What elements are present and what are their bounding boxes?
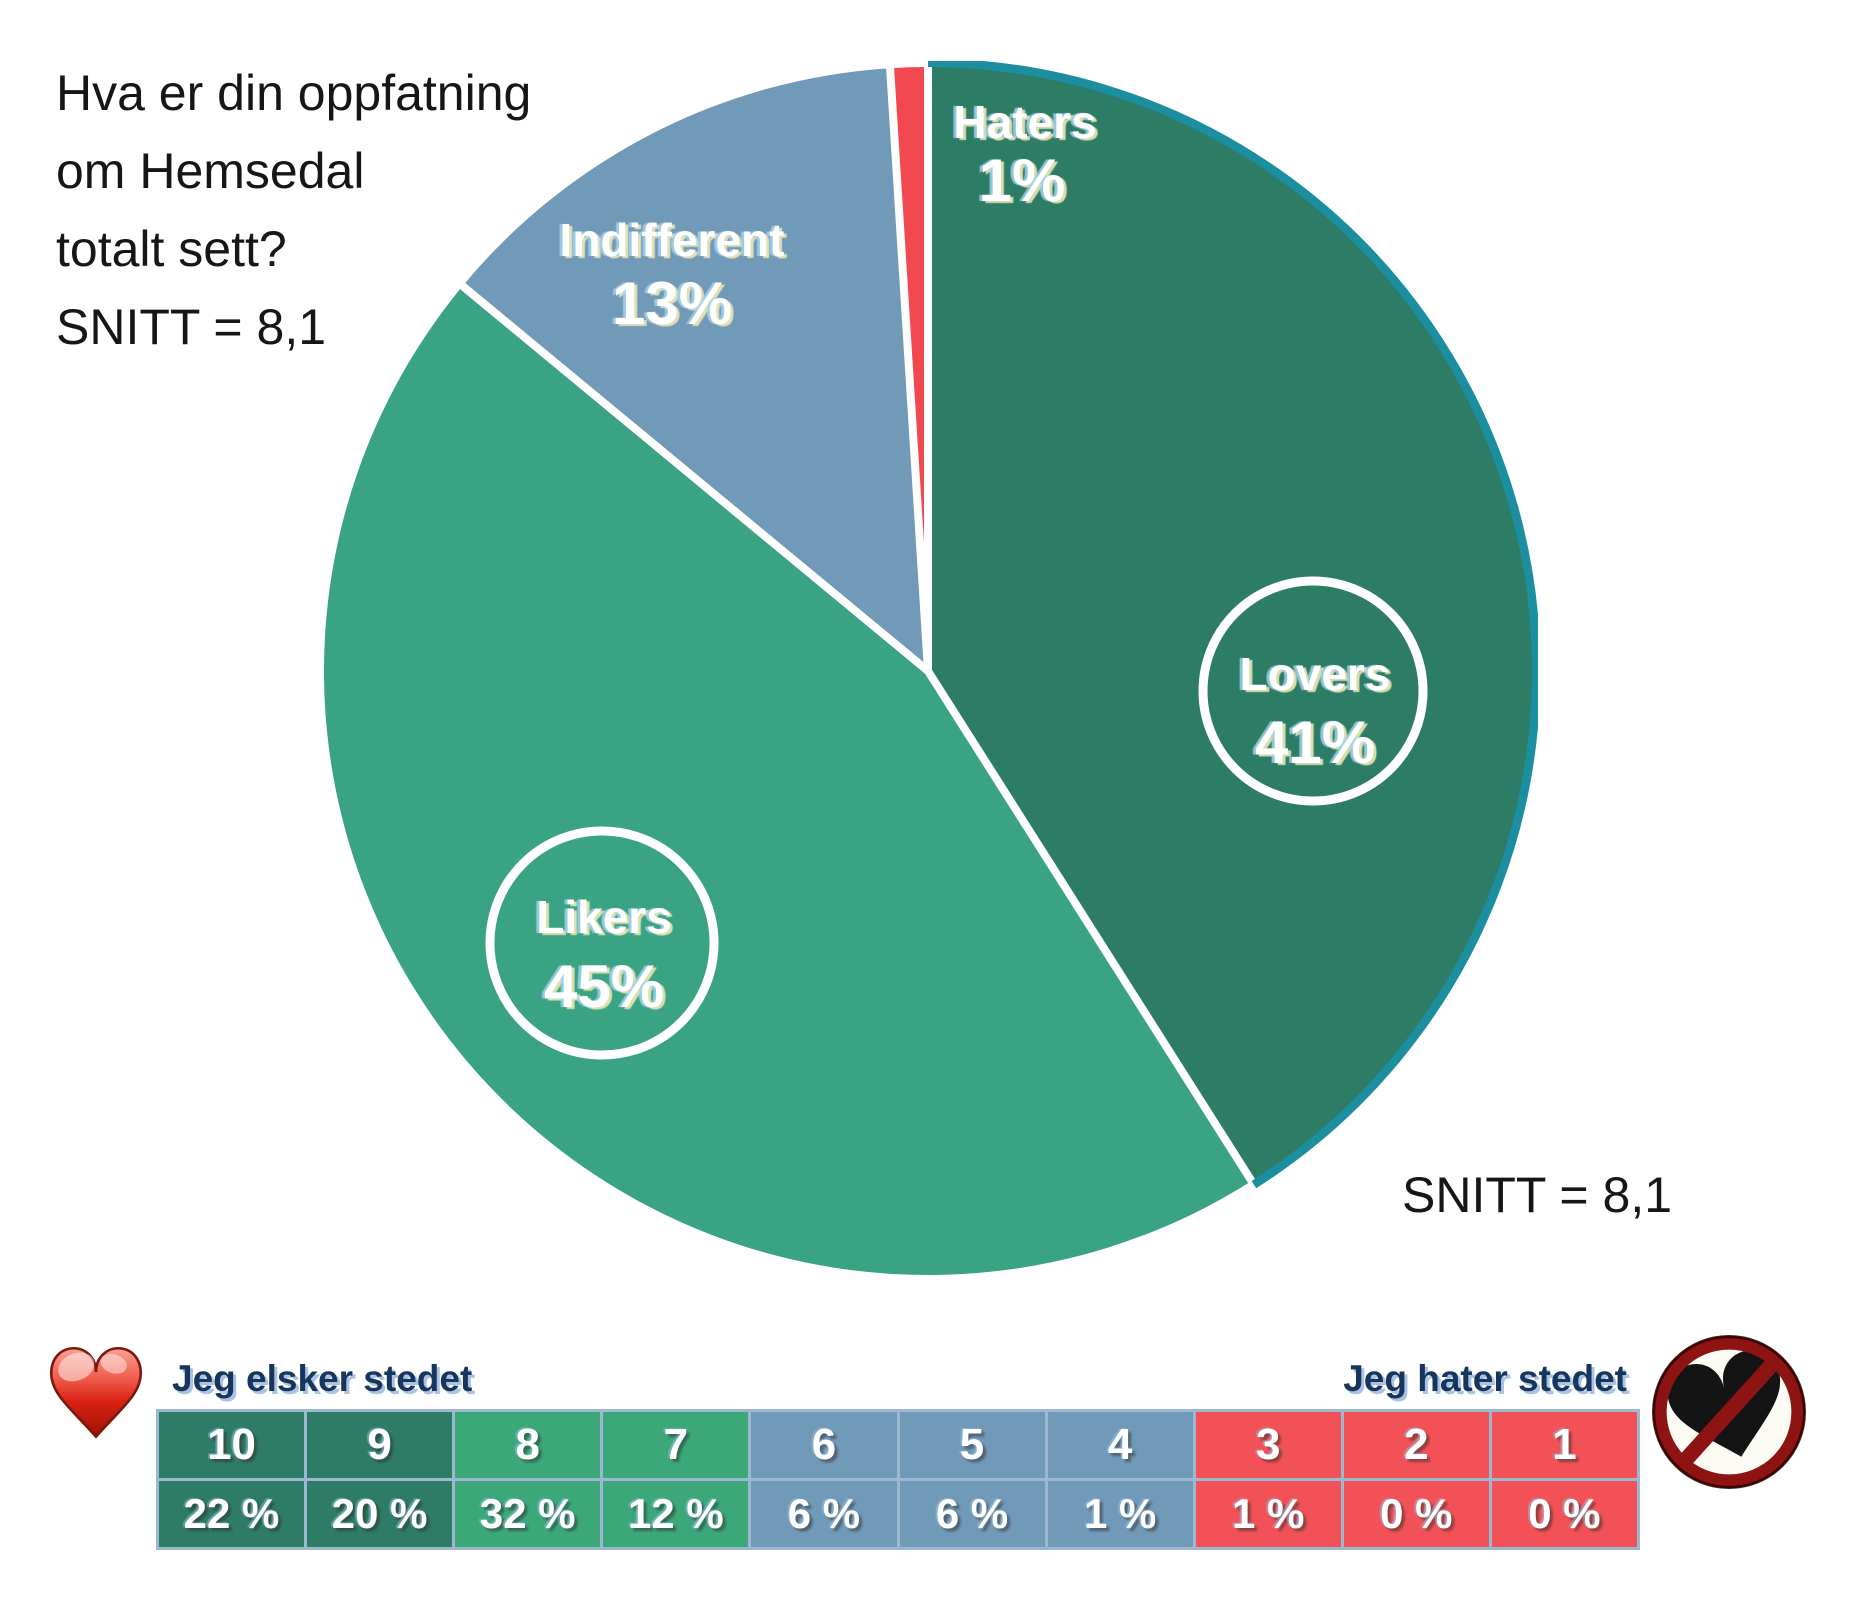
pie-slice-indifferent	[462, 68, 928, 671]
likers-badge-circle	[485, 826, 719, 1060]
question-title-line-1: Hva er din oppfatning	[56, 65, 532, 121]
likers-value: 45%	[544, 953, 664, 1020]
lovers-value: 41%	[1255, 709, 1375, 776]
question-title-line-4: SNITT = 8,1	[56, 299, 327, 355]
score-cell-9: 9	[307, 1412, 453, 1478]
percent-cell-3: 1 %	[1195, 1481, 1341, 1547]
pie-chart: Haters 1% Indifferent 13% Lovers 41% Lik…	[323, 61, 1538, 1276]
slice-separators	[460, 67, 1255, 1184]
heart-icon	[49, 1346, 143, 1439]
question-title-line-3: totalt sett?	[56, 221, 287, 277]
rating-scale-table: 10 9 8 7 6 5 4 3 2 1 22 % 20 % 32 % 12 %…	[156, 1409, 1640, 1550]
percent-cell-4: 1 %	[1047, 1481, 1193, 1547]
score-cell-2: 2	[1343, 1412, 1489, 1478]
no-heart-icon	[1652, 1335, 1806, 1489]
lovers-badge-circle	[1198, 576, 1428, 806]
likers-label: Likers	[536, 891, 672, 943]
question-title: Hva er din oppfatning om Hemsedal totalt…	[56, 54, 531, 366]
score-cell-1: 1	[1491, 1412, 1637, 1478]
score-cell-8: 8	[455, 1412, 601, 1478]
haters-value: 1%	[979, 147, 1066, 214]
score-cell-10: 10	[159, 1412, 305, 1478]
pie-rim	[927, 61, 1538, 1189]
percent-cell-7: 12 %	[603, 1481, 749, 1547]
average-note: SNITT = 8,1	[1402, 1167, 1673, 1223]
score-cell-6: 6	[751, 1412, 897, 1478]
percent-cell-5: 6 %	[899, 1481, 1045, 1547]
percent-cell-9: 20 %	[307, 1481, 453, 1547]
percent-cell-6: 6 %	[751, 1481, 897, 1547]
percent-cell-1: 0 %	[1491, 1481, 1637, 1547]
love-scale-label: Jeg elsker stedet	[172, 1358, 473, 1399]
score-cell-7: 7	[603, 1412, 749, 1478]
score-cell-3: 3	[1195, 1412, 1341, 1478]
percent-cell-8: 32 %	[455, 1481, 601, 1547]
score-cell-5: 5	[899, 1412, 1045, 1478]
percent-cell-10: 22 %	[159, 1481, 305, 1547]
score-cell-4: 4	[1047, 1412, 1193, 1478]
hate-scale-label: Jeg hater stedet	[1343, 1358, 1627, 1399]
indifferent-value: 13%	[612, 270, 732, 337]
question-title-line-2: om Hemsedal	[56, 143, 365, 199]
pie-slice-likers	[323, 286, 1252, 1276]
haters-label: Haters	[953, 96, 1096, 148]
percent-cell-2: 0 %	[1343, 1481, 1489, 1547]
indifferent-label: Indifferent	[560, 214, 785, 266]
lovers-label: Lovers	[1240, 648, 1391, 700]
